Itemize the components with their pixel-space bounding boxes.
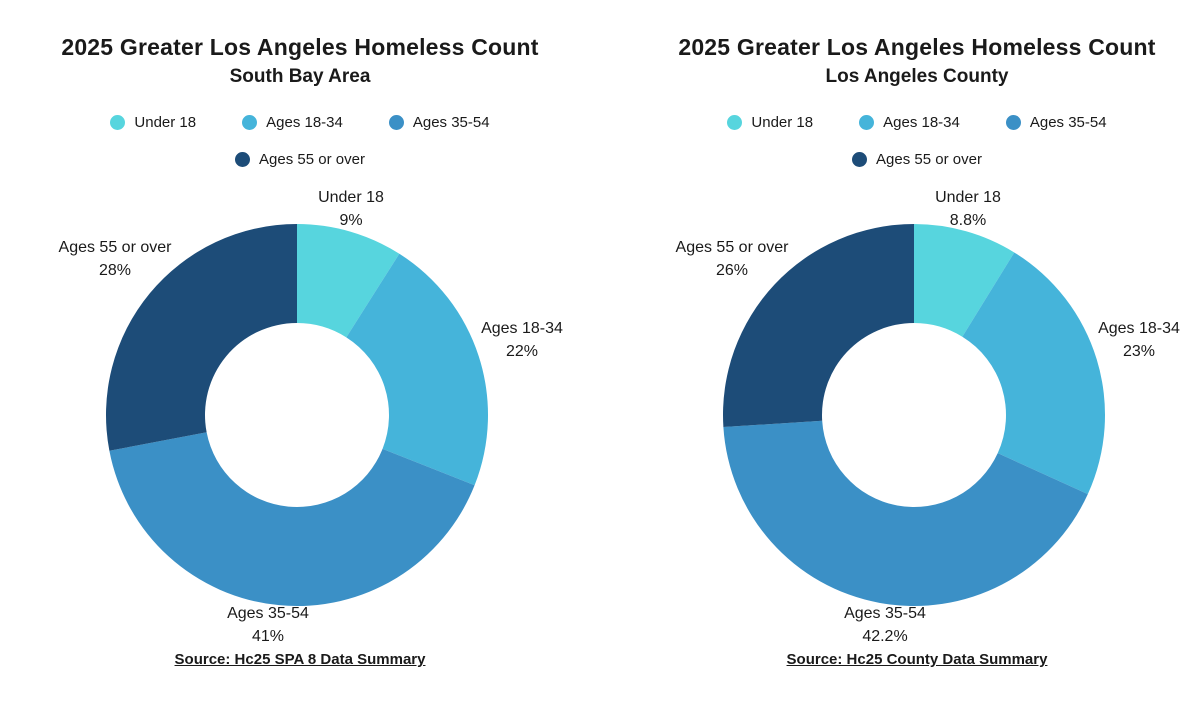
legend-swatch-ages-35-54-icon bbox=[388, 115, 404, 130]
chart-title: 2025 Greater Los Angeles Homeless Count bbox=[61, 34, 539, 60]
legend-swatch-ages-35-54-icon bbox=[1005, 115, 1021, 130]
slice-label-name: Ages 55 or over bbox=[58, 239, 172, 256]
slice-label-name: Ages 18-34 bbox=[1098, 320, 1180, 337]
slice-label-value: 28% bbox=[98, 262, 132, 279]
slice-label-value: 8.8% bbox=[949, 212, 987, 229]
legend-row-2: Ages 55 or over bbox=[617, 151, 1200, 168]
slice-label-value: 22% bbox=[505, 343, 539, 360]
legend-label: Ages 18-34 bbox=[883, 114, 960, 131]
slice-label-ages-18-34: Ages 18-34 23% bbox=[1054, 317, 1200, 363]
slice-label-name: Under 18 bbox=[318, 189, 384, 206]
slice-label-name: Ages 35-54 bbox=[227, 605, 309, 622]
legend-swatch-under-18-icon bbox=[110, 115, 126, 130]
legend-row-1: Under 18 Ages 18-34 Ages 35-54 bbox=[617, 114, 1200, 131]
source-link[interactable]: Source: Hc25 County Data Summary bbox=[786, 651, 1048, 668]
legend-label: Ages 55 or over bbox=[259, 151, 365, 168]
donut-segment-under-18 bbox=[914, 224, 1015, 337]
legend-label: Under 18 bbox=[751, 114, 814, 131]
legend-label: Under 18 bbox=[134, 114, 197, 131]
slice-label-ages-18-34: Ages 18-34 22% bbox=[437, 317, 607, 363]
legend-swatch-ages-55-or-over-icon bbox=[235, 152, 251, 167]
legend-swatch-ages-55-or-over-icon bbox=[852, 152, 868, 167]
chart-subtitle: Los Angeles County bbox=[825, 66, 1009, 87]
legend-item-ages-35-54: Ages 35-54 bbox=[388, 114, 490, 131]
slice-label-ages-35-54: Ages 35-54 42.2% bbox=[800, 602, 970, 648]
slice-label-under-18: Under 18 9% bbox=[266, 186, 436, 232]
slice-label-value: 41% bbox=[251, 628, 285, 645]
legend-label: Ages 18-34 bbox=[266, 114, 343, 131]
slice-label-name: Ages 35-54 bbox=[844, 605, 926, 622]
legend-item-under-18: Under 18 bbox=[110, 114, 196, 131]
slice-label-ages-55-or-over: Ages 55 or over 26% bbox=[647, 236, 817, 282]
legend-swatch-ages-18-34-icon bbox=[859, 115, 875, 130]
legend-row-1: Under 18 Ages 18-34 Ages 35-54 bbox=[0, 114, 600, 131]
donut-segment-ages-35-54 bbox=[723, 420, 1088, 606]
donut-segment-under-18 bbox=[297, 224, 400, 338]
legend-label: Ages 55 or over bbox=[876, 151, 982, 168]
slice-label-value: 9% bbox=[339, 212, 363, 229]
source-link[interactable]: Source: Hc25 SPA 8 Data Summary bbox=[174, 651, 426, 668]
donut-segment-ages-18-34 bbox=[346, 253, 489, 486]
donut-chart-la-county bbox=[723, 224, 1106, 606]
slice-label-value: 23% bbox=[1122, 343, 1156, 360]
donut-segment-ages-55-or-over bbox=[723, 224, 914, 427]
legend-swatch-ages-18-34-icon bbox=[242, 115, 258, 130]
legend-item-ages-55-or-over: Ages 55 or over bbox=[235, 151, 365, 168]
legend-item-ages-55-or-over: Ages 55 or over bbox=[852, 151, 982, 168]
donut-segment-ages-55-or-over bbox=[105, 224, 297, 451]
slice-label-name: Under 18 bbox=[935, 189, 1001, 206]
chart-panel-south-bay: 2025 Greater Los Angeles Homeless Count … bbox=[0, 34, 600, 668]
slice-label-under-18: Under 18 8.8% bbox=[883, 186, 1053, 232]
slice-label-value: 26% bbox=[715, 262, 749, 279]
legend-row-2: Ages 55 or over bbox=[0, 151, 600, 168]
chart-subtitle: South Bay Area bbox=[229, 66, 371, 87]
legend-label: Ages 35-54 bbox=[412, 114, 490, 131]
donut-segment-ages-35-54 bbox=[109, 432, 475, 607]
slice-label-name: Ages 55 or over bbox=[675, 239, 789, 256]
donut-segment-ages-18-34 bbox=[962, 252, 1106, 495]
chart-panel-la-county: 2025 Greater Los Angeles Homeless Count … bbox=[617, 0, 1200, 710]
legend-item-ages-18-34: Ages 18-34 bbox=[859, 114, 960, 131]
legend-item-ages-18-34: Ages 18-34 bbox=[242, 114, 343, 131]
donut-chart-south-bay bbox=[105, 224, 489, 607]
chart-title: 2025 Greater Los Angeles Homeless Count bbox=[678, 34, 1156, 60]
slice-label-name: Ages 18-34 bbox=[481, 320, 563, 337]
slice-label-value: 42.2% bbox=[862, 628, 908, 645]
legend-item-under-18: Under 18 bbox=[727, 114, 813, 131]
legend-swatch-under-18-icon bbox=[727, 115, 743, 130]
slice-label-ages-55-or-over: Ages 55 or over 28% bbox=[30, 236, 200, 282]
legend-label: Ages 35-54 bbox=[1029, 114, 1107, 131]
slice-label-ages-35-54: Ages 35-54 41% bbox=[183, 602, 353, 648]
legend-item-ages-35-54: Ages 35-54 bbox=[1005, 114, 1107, 131]
